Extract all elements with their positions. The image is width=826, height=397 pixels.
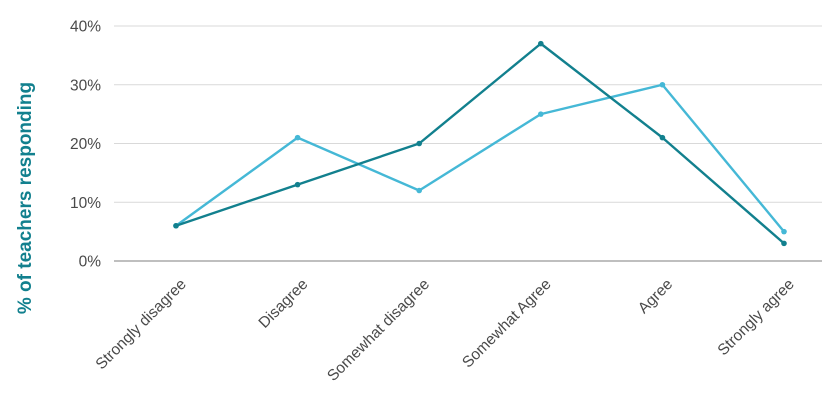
x-axis-ticks: Strongly disagree Disagree Somewhat disagr…: [93, 276, 798, 385]
x-tick-label: Somewhat Agree: [459, 276, 554, 371]
data-point: [294, 134, 301, 141]
data-point: [416, 187, 423, 194]
x-tick-label: Strongly disagree: [93, 276, 190, 373]
y-axis-title: % of teachers responding: [15, 82, 36, 314]
x-tick-label: Agree: [635, 276, 676, 317]
y-tick-label: 20%: [70, 136, 101, 153]
data-point: [173, 222, 179, 229]
data-point: [781, 240, 787, 247]
data-point: [538, 40, 544, 47]
data-point: [538, 111, 544, 117]
data-point: [416, 140, 423, 147]
y-tick-label: 30%: [70, 77, 101, 94]
series-1: [173, 40, 787, 247]
y-axis-ticks: 0% 10% 20% 30% 40%: [70, 19, 101, 271]
y-tick-label: 10%: [70, 195, 101, 212]
data-point: [294, 181, 301, 188]
series-line: [174, 42, 786, 245]
grid-lines: [114, 25, 822, 203]
y-tick-label: 40%: [70, 19, 101, 36]
x-tick-label: Somewhat disagree: [324, 276, 433, 385]
data-point: [659, 81, 666, 88]
y-tick-label: 0%: [79, 254, 102, 271]
data-point: [659, 134, 666, 141]
x-tick-label: Strongly agree: [715, 276, 798, 359]
series-line: [174, 83, 786, 233]
x-tick-label: Disagree: [256, 276, 312, 332]
data-point: [781, 228, 787, 235]
series-layer: [173, 40, 787, 247]
series-2: [173, 81, 787, 235]
